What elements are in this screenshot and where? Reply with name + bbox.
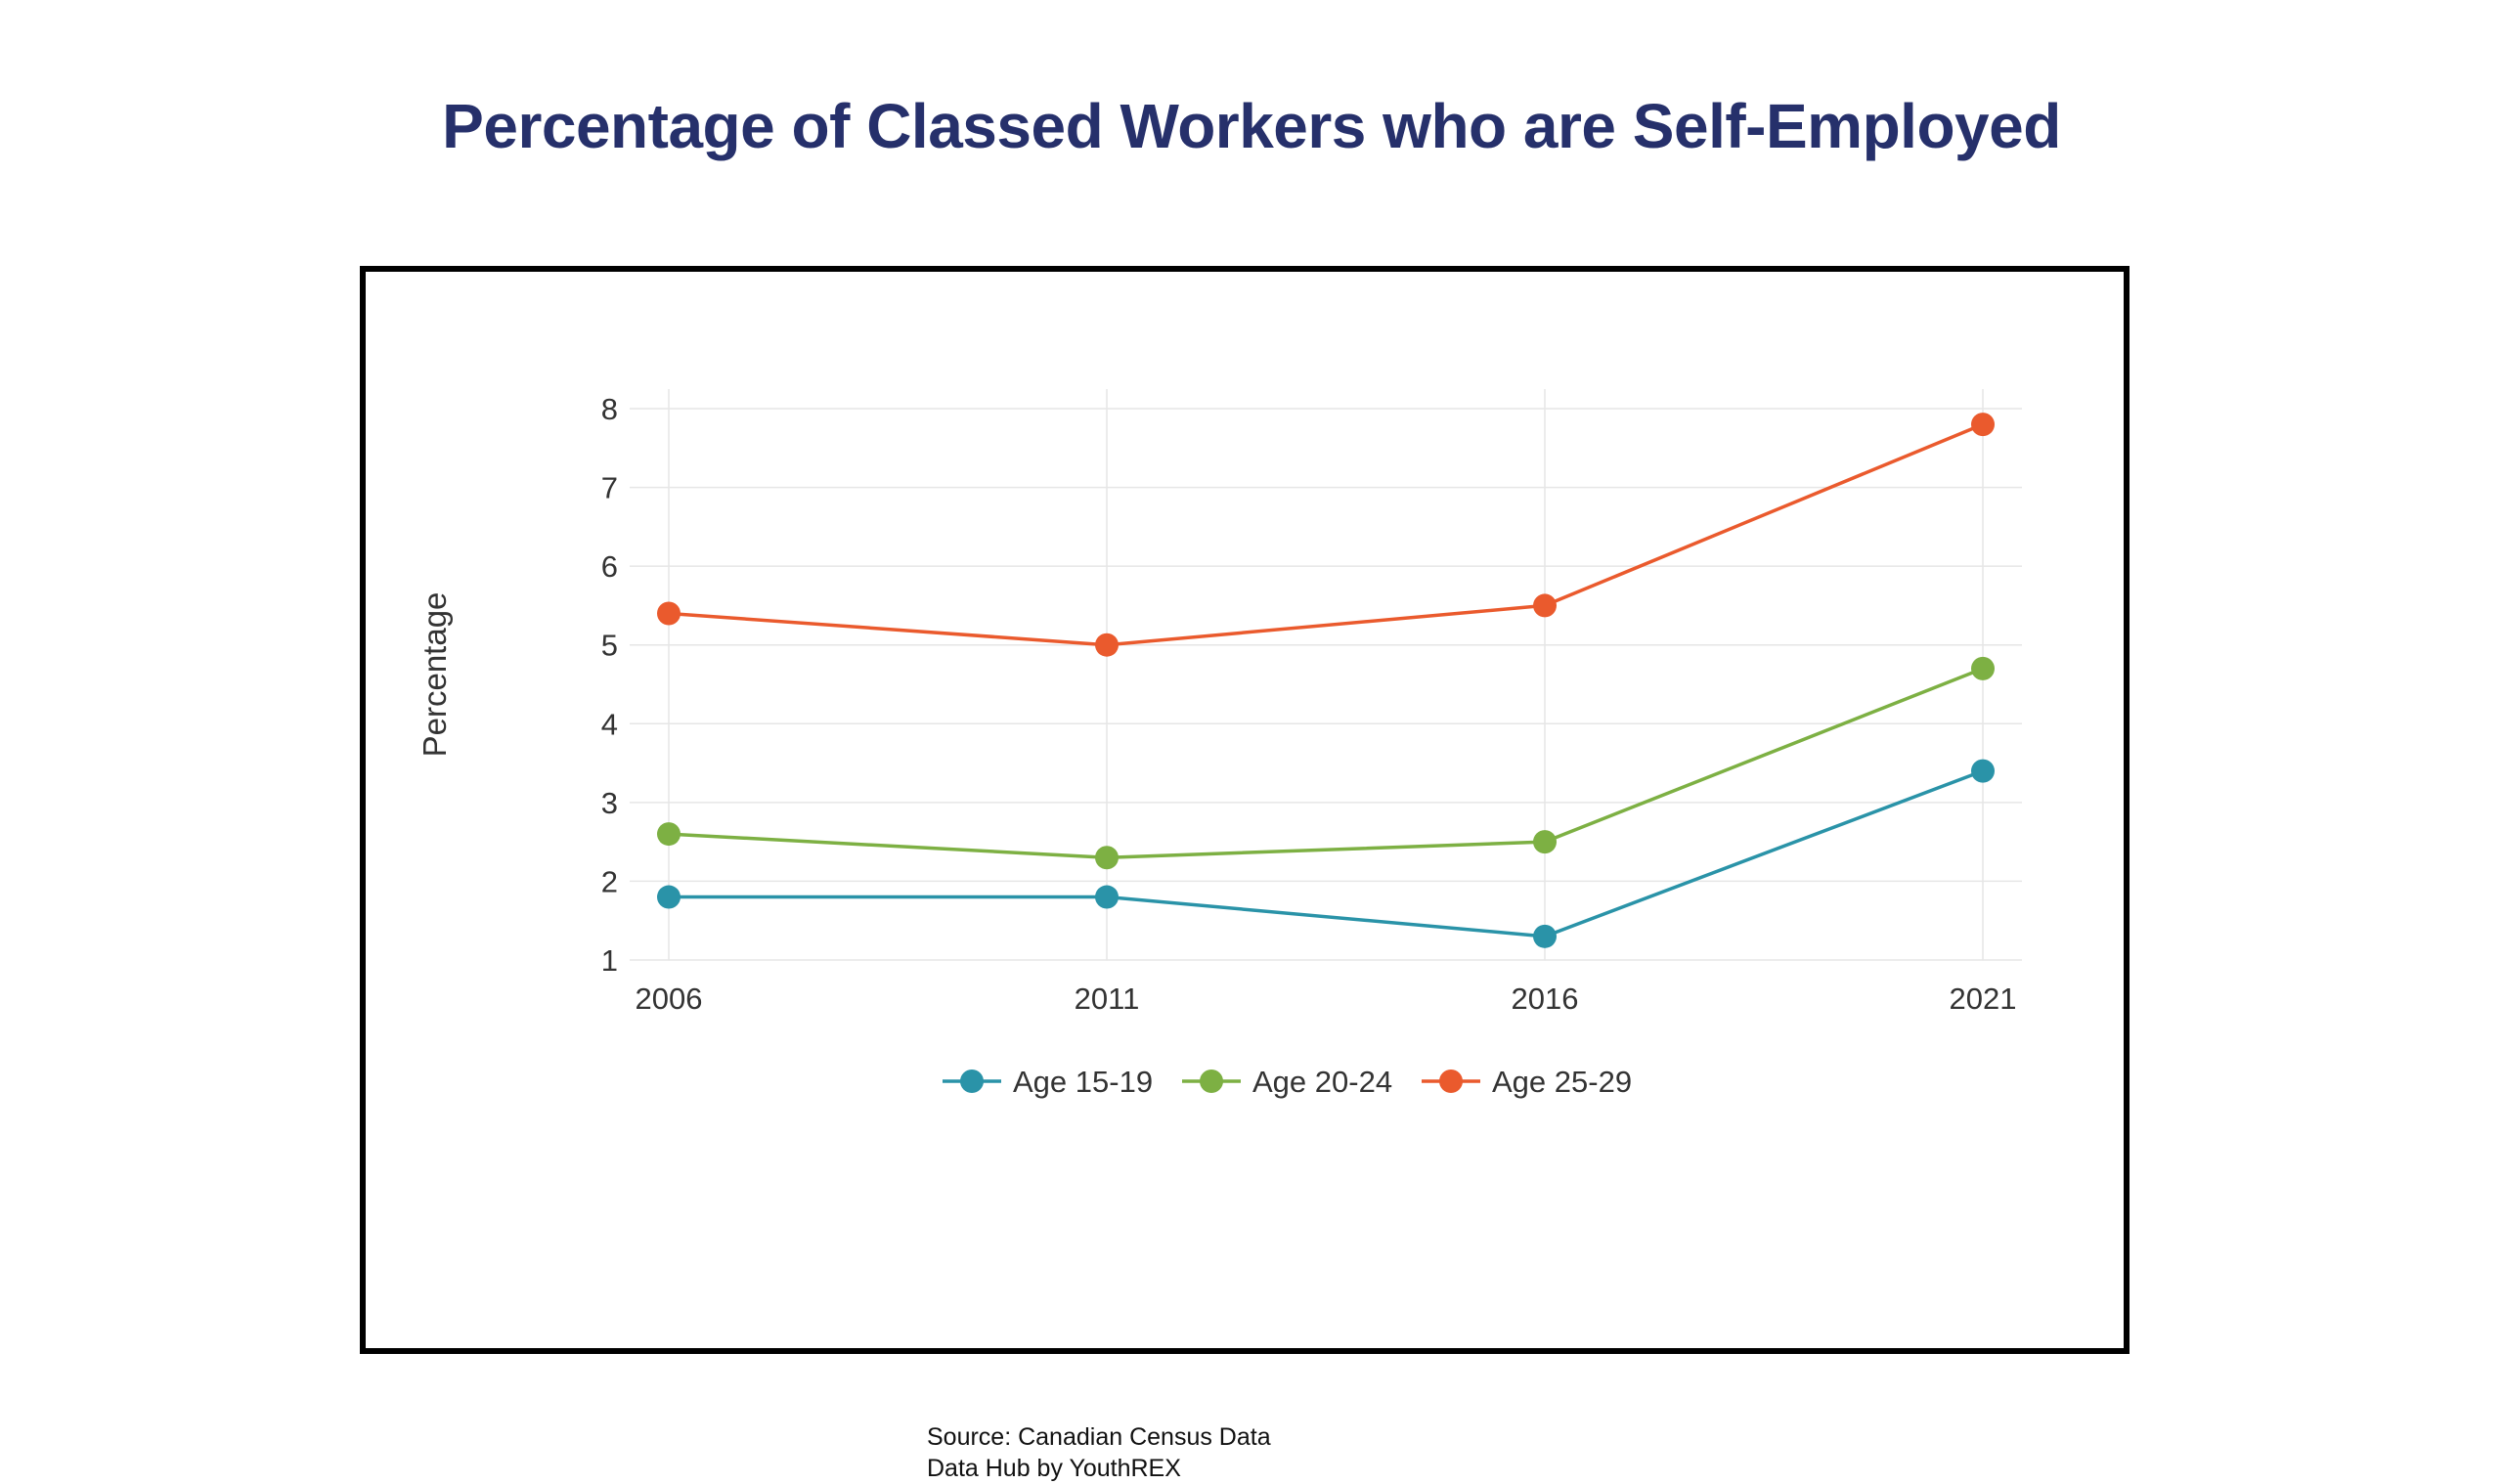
data-point bbox=[1533, 924, 1557, 948]
y-tick-label: 4 bbox=[601, 707, 618, 741]
data-point bbox=[657, 885, 681, 909]
legend-label: Age 15-19 bbox=[1013, 1065, 1153, 1099]
axes: 1 2 3 4 5 6 7 8 2006 2011 2016 2021 Percentage bbox=[417, 392, 2016, 1016]
legend-label: Age 20-24 bbox=[1252, 1065, 1392, 1099]
data-point bbox=[1533, 830, 1557, 854]
grid-lines bbox=[630, 389, 2022, 961]
y-tick-label: 6 bbox=[601, 549, 618, 584]
y-tick-label: 5 bbox=[601, 629, 618, 663]
x-tick-label: 2021 bbox=[1950, 982, 2017, 1016]
series-lines bbox=[657, 413, 1995, 948]
data-point bbox=[1533, 593, 1557, 618]
y-tick-label: 8 bbox=[601, 392, 618, 426]
y-tick-label: 7 bbox=[601, 471, 618, 505]
legend-swatch-marker bbox=[1439, 1069, 1463, 1093]
y-axis-label: Percentage bbox=[417, 592, 453, 758]
data-point bbox=[657, 601, 681, 626]
legend-label: Age 25-29 bbox=[1492, 1065, 1632, 1099]
legend: Age 15-19 Age 20-24 Age 25-29 bbox=[943, 1065, 1632, 1099]
data-point bbox=[1095, 633, 1119, 657]
data-point bbox=[1971, 413, 1995, 437]
data-point bbox=[1971, 656, 1995, 680]
series-line-1 bbox=[669, 768, 1984, 938]
data-point bbox=[1095, 846, 1119, 870]
data-point bbox=[657, 822, 681, 847]
legend-item-1: Age 15-19 bbox=[943, 1065, 1153, 1099]
legend-swatch-marker bbox=[1200, 1069, 1223, 1093]
source-note: Source: Canadian Census Data Data Hub by… bbox=[927, 1421, 1271, 1484]
legend-item-3: Age 25-29 bbox=[1422, 1065, 1632, 1099]
x-tick-label: 2011 bbox=[1075, 982, 1140, 1016]
y-tick-label: 1 bbox=[601, 943, 618, 978]
y-tick-label: 2 bbox=[601, 864, 618, 898]
chart-frame: 1 2 3 4 5 6 7 8 2006 2011 2016 2021 Percentage Age 1… bbox=[360, 266, 2130, 1482]
series-line-2 bbox=[668, 667, 1984, 860]
legend-item-2: Age 20-24 bbox=[1182, 1065, 1392, 1099]
page-title: Percentage of Classed Workers who are Se… bbox=[442, 91, 2061, 161]
data-point bbox=[1971, 759, 1995, 783]
data-point bbox=[1095, 885, 1119, 909]
x-tick-label: 2016 bbox=[1512, 982, 1579, 1016]
x-tick-label: 2006 bbox=[636, 982, 703, 1016]
source-line-1: Source: Canadian Census Data bbox=[927, 1423, 1271, 1451]
series-line-3 bbox=[668, 422, 1984, 647]
y-tick-label: 3 bbox=[601, 786, 618, 820]
line-chart: 1 2 3 4 5 6 7 8 2006 2011 2016 2021 Percentage Age 1… bbox=[417, 389, 2022, 1099]
source-line-2: Data Hub by YouthREX bbox=[927, 1455, 1181, 1482]
legend-swatch-marker bbox=[960, 1069, 984, 1093]
